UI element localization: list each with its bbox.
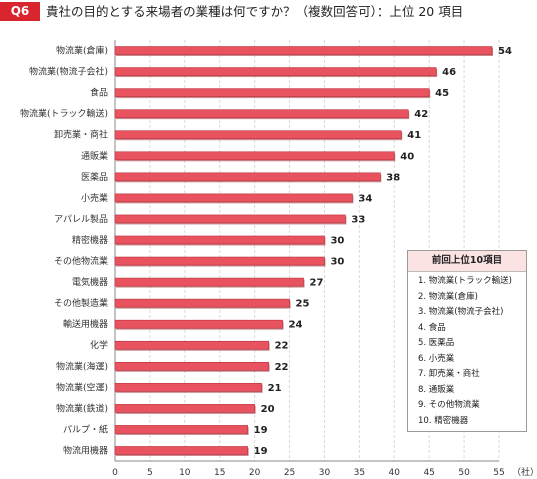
bar [114,67,437,76]
value-label: 34 [358,193,372,204]
previous-top10-item: 6. 小売業 [418,353,455,364]
value-label: 24 [289,320,303,331]
value-label: 41 [407,130,421,141]
category-label: 物流業(空運) [56,381,108,393]
value-label: 22 [275,341,289,352]
bar [114,214,346,224]
value-label: 30 [330,257,344,268]
previous-top10-item: 2. 物流業(倉庫) [418,291,478,302]
category-label: その他製造業 [54,297,108,309]
value-label: 42 [414,109,428,120]
category-label: 電気機器 [72,276,108,288]
bar [114,151,395,161]
value-label: 19 [254,446,268,457]
bar [114,277,304,287]
value-label: 21 [268,383,282,394]
value-label: 38 [386,172,400,183]
x-tick-label: 25 [284,468,295,478]
bar [114,446,248,455]
value-label: 25 [296,299,310,310]
category-label: アパレル製品 [54,213,108,225]
bar [114,193,353,203]
value-label: 22 [275,362,289,373]
bar [114,46,493,55]
x-tick-label: 40 [389,468,401,478]
category-label: 食品 [90,87,108,99]
previous-top10-item: 1. 物流業(トラック輸送) [418,276,512,286]
x-tick-label: 35 [354,468,365,478]
bar [114,256,325,266]
question-badge: Q6 [0,2,40,21]
category-label: 物流用機器 [63,444,108,456]
previous-top10-title: 前回上位10項目 [408,251,526,272]
category-label: 精密機器 [72,234,108,246]
x-tick-label: 20 [249,468,261,478]
category-label: その他物流業 [54,255,108,267]
category-label: パルプ・紙 [63,423,108,435]
x-tick-label: 50 [458,468,470,478]
x-tick-label: 10 [179,468,191,478]
previous-top10-item: 3. 物流業(物流子会社) [418,307,504,317]
previous-top10-item: 4. 食品 [418,322,446,333]
chart-title: 貴社の目的とする来場者の業種は何ですか？（複数回答可）：上位 20 項目 [46,4,464,19]
header: Q6 貴社の目的とする来場者の業種は何ですか？（複数回答可）：上位 20 項目 [0,0,537,22]
x-axis-unit: （社） [512,466,537,478]
category-label: 小売業 [81,192,108,204]
category-label: 化学 [90,339,108,351]
x-tick-label: 15 [214,468,225,478]
previous-top10-item: 8. 通販業 [418,384,455,395]
previous-top10-list: 1. 物流業(トラック輸送) 2. 物流業(倉庫) 3. 物流業(物流子会社) 4. … [408,272,526,429]
previous-top10-item: 9. その他物流業 [418,400,480,410]
category-label: 物流業(鉄道) [56,402,108,414]
value-label: 33 [351,214,365,225]
value-label: 19 [254,425,268,436]
bar [114,88,430,97]
category-label: 物流業(倉庫) [56,45,108,57]
bar [114,383,262,392]
bar [114,425,248,434]
bar [114,235,325,245]
category-label: 通販業 [81,150,108,162]
x-tick-label: 0 [112,468,118,478]
category-label: 医薬品 [81,171,108,183]
bar [114,298,290,308]
value-label: 20 [261,404,275,415]
bar [114,361,269,371]
previous-top10-item: 5. 医薬品 [418,338,455,348]
value-label: 45 [435,88,449,99]
category-label: 物流業(物流子会社) [29,66,108,78]
previous-top10-item: 10. 精密機器 [418,415,469,426]
value-label: 40 [400,151,414,162]
bar [114,172,381,182]
category-label: 物流業(海運) [56,360,108,372]
category-label: 卸売業・商社 [54,129,108,141]
x-tick-label: 45 [423,468,434,478]
category-label: 輸送用機器 [63,318,108,330]
x-tick-label: 30 [319,468,331,478]
value-label: 54 [498,46,512,57]
value-label: 46 [442,67,456,78]
x-tick-label: 55 [493,468,504,478]
value-label: 30 [330,235,344,246]
bar [114,340,269,350]
previous-top10-item: 7. 卸売業・商社 [418,369,480,379]
bar [114,130,402,140]
x-tick-label: 5 [147,468,153,478]
bar [114,109,409,118]
previous-top10-box: 前回上位10項目 1. 物流業(トラック輸送) 2. 物流業(倉庫) 3. 物流業(… [407,250,527,432]
bar [114,319,283,329]
category-label: 物流業(トラック輸送) [20,108,108,120]
bar [114,404,255,413]
value-label: 27 [310,278,324,289]
